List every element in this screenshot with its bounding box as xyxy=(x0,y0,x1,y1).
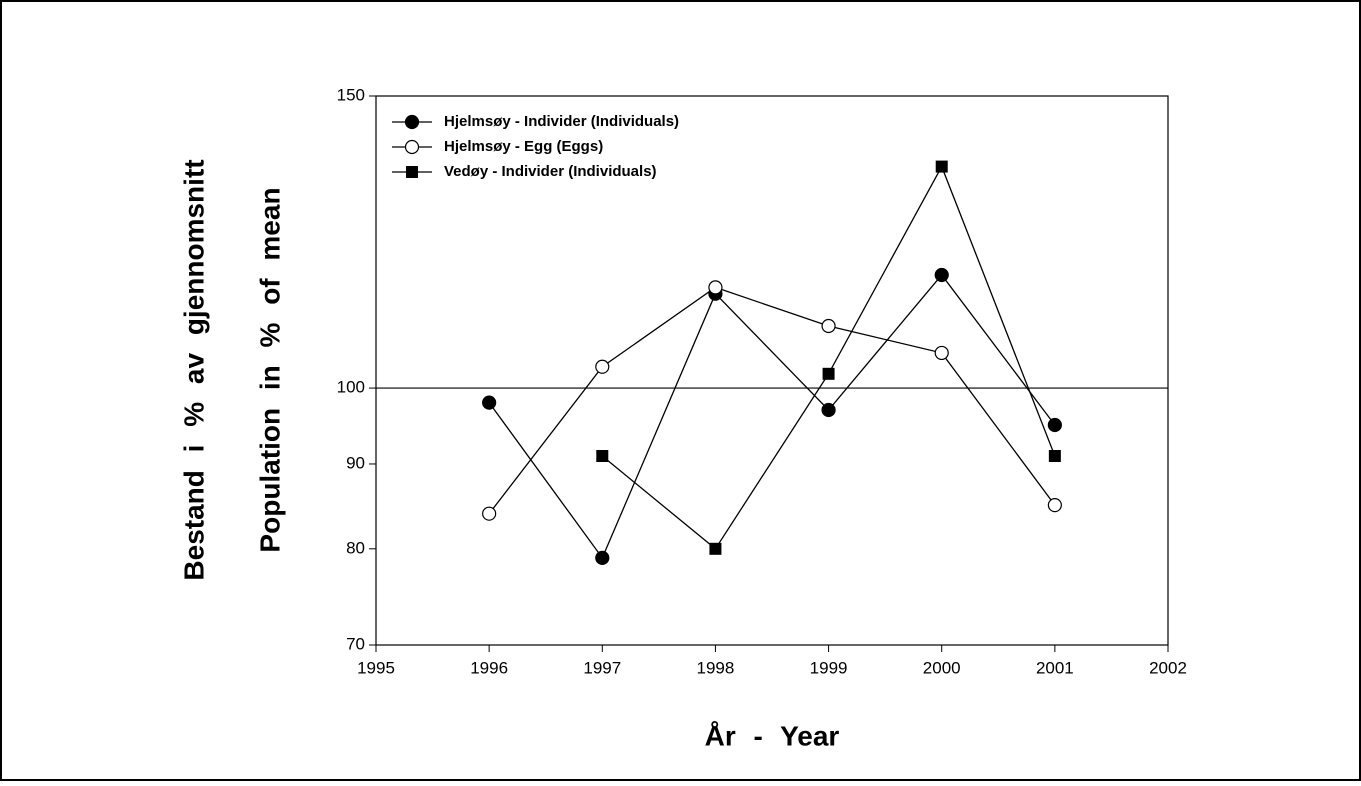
marker xyxy=(1048,450,1061,463)
marker xyxy=(821,318,836,334)
marker xyxy=(596,450,609,463)
x-axis-label: År - Year xyxy=(705,720,840,751)
marker xyxy=(935,160,948,173)
y-tick-label: 70 xyxy=(346,634,365,653)
marker xyxy=(482,395,497,410)
marker xyxy=(595,359,610,374)
x-tick-label: 1996 xyxy=(470,658,508,677)
x-tick-label: 1997 xyxy=(583,658,621,677)
x-tick-label: 2000 xyxy=(923,658,961,677)
y-axis-label: Bestand i % av gjennomsnitt xyxy=(178,159,209,580)
y-tick-label: 100 xyxy=(337,378,365,397)
x-tick-label: 1999 xyxy=(810,658,848,677)
series-line xyxy=(488,286,1056,515)
marker xyxy=(1047,417,1062,433)
x-tick-label: 2002 xyxy=(1149,658,1187,677)
legend-marker xyxy=(406,166,418,178)
y-tick-label: 80 xyxy=(346,538,365,557)
marker xyxy=(1047,498,1062,513)
legend-label: Hjelmsøy - Individer (Individuals) xyxy=(444,113,679,130)
marker xyxy=(934,267,949,283)
marker xyxy=(595,550,610,565)
legend-label: Hjelmsøy - Egg (Eggs) xyxy=(444,138,603,155)
x-tick-label: 2001 xyxy=(1036,658,1074,677)
legend-marker xyxy=(404,139,420,155)
marker xyxy=(822,367,835,380)
marker xyxy=(482,506,497,521)
y-axis-label: Population in % of mean xyxy=(254,187,285,552)
plot-area xyxy=(375,95,1169,646)
series-line xyxy=(488,273,1056,560)
marker xyxy=(708,280,723,295)
marker xyxy=(709,542,722,555)
legend-marker xyxy=(404,114,420,130)
y-tick-label: 150 xyxy=(337,85,365,104)
x-tick-label: 1998 xyxy=(697,658,735,677)
marker xyxy=(934,345,949,361)
marker xyxy=(821,402,836,418)
legend-label: Vedøy - Individer (Individuals) xyxy=(444,163,657,180)
y-tick-label: 90 xyxy=(346,453,365,472)
x-tick-label: 1995 xyxy=(357,658,395,677)
